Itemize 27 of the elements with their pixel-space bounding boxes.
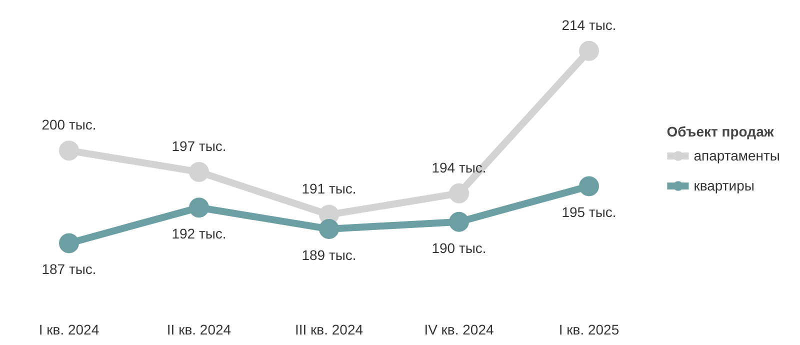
point [449, 183, 469, 204]
legend-label: апартаменты [694, 148, 780, 164]
data-label: 187 тыс. [42, 261, 96, 278]
data-label: 195 тыс. [562, 204, 616, 220]
point [319, 218, 339, 239]
legend-title: Объект продаж [666, 124, 775, 140]
data-label: 197 тыс. [172, 138, 226, 154]
x-tick-label: I кв. 2025 [558, 322, 620, 338]
point [59, 140, 79, 161]
point [579, 176, 599, 196]
data-label: 192 тыс. [172, 226, 226, 242]
point [189, 162, 209, 182]
data-label: 190 тыс. [432, 240, 486, 256]
x-tick-label: II кв. 2024 [166, 322, 232, 338]
legend-label: квартиры [694, 178, 754, 194]
data-label: 189 тыс. [302, 246, 356, 263]
point [59, 233, 79, 254]
x-tick-label: III кв. 2024 [294, 322, 364, 338]
point [579, 40, 599, 61]
data-label: 214 тыс. [562, 16, 616, 33]
point [189, 198, 209, 218]
x-tick-label: IV кв. 2024 [424, 322, 494, 338]
data-label: 200 тыс. [42, 116, 96, 133]
x-tick-label: I кв. 2024 [38, 322, 100, 338]
data-label: 194 тыс. [432, 159, 486, 176]
data-label: 191 тыс. [302, 180, 356, 197]
point [449, 212, 469, 232]
